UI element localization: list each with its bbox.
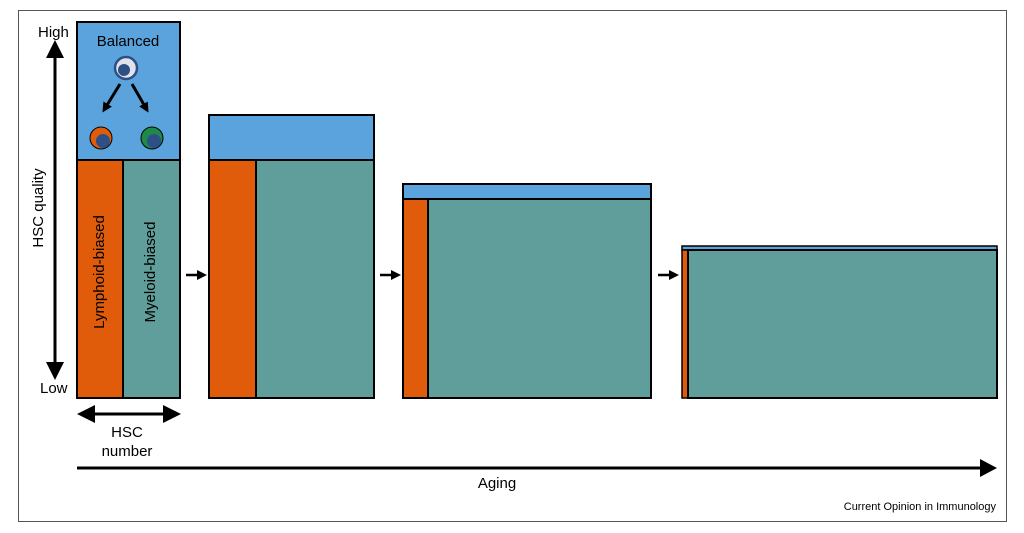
y-axis-label: HSC quality	[30, 168, 47, 248]
number-axis-arrow	[77, 405, 181, 423]
aging-label: Aging	[477, 475, 517, 492]
myeloid-block	[687, 249, 998, 399]
balanced-block	[402, 183, 652, 200]
aging-arrow	[77, 459, 997, 477]
lymphoid-block	[208, 159, 257, 399]
credit-label: Current Opinion in Immunology	[843, 501, 996, 513]
arrow-icon	[102, 83, 122, 113]
lymphoid-block	[76, 159, 124, 399]
panel-aging-4	[681, 245, 998, 399]
x-label-line1: HSC	[111, 424, 143, 441]
myeloid-cell-icon	[140, 126, 164, 150]
x-label-line2: number	[101, 443, 153, 460]
panel-young	[76, 21, 181, 399]
panel-aging-2	[208, 114, 375, 399]
y-low-label: Low	[40, 380, 68, 397]
balanced-block	[208, 114, 375, 161]
balanced-label: Balanced	[96, 33, 160, 50]
arrow-icon	[130, 83, 149, 113]
myeloid-block	[255, 159, 375, 399]
myeloid-block	[427, 198, 652, 399]
y-high-label: High	[38, 24, 69, 41]
lymphoid-cell-icon	[89, 126, 113, 150]
quality-axis-arrow	[46, 40, 64, 380]
lymphoid-block	[402, 198, 429, 399]
lymphoid-label: Lymphoid-biased	[91, 215, 108, 329]
myeloid-label: Myeloid-biased	[142, 221, 159, 323]
myeloid-block	[122, 159, 181, 399]
figure-frame	[18, 10, 1007, 522]
panel-aging-3	[402, 183, 652, 399]
hsc-cell-icon	[113, 55, 139, 81]
